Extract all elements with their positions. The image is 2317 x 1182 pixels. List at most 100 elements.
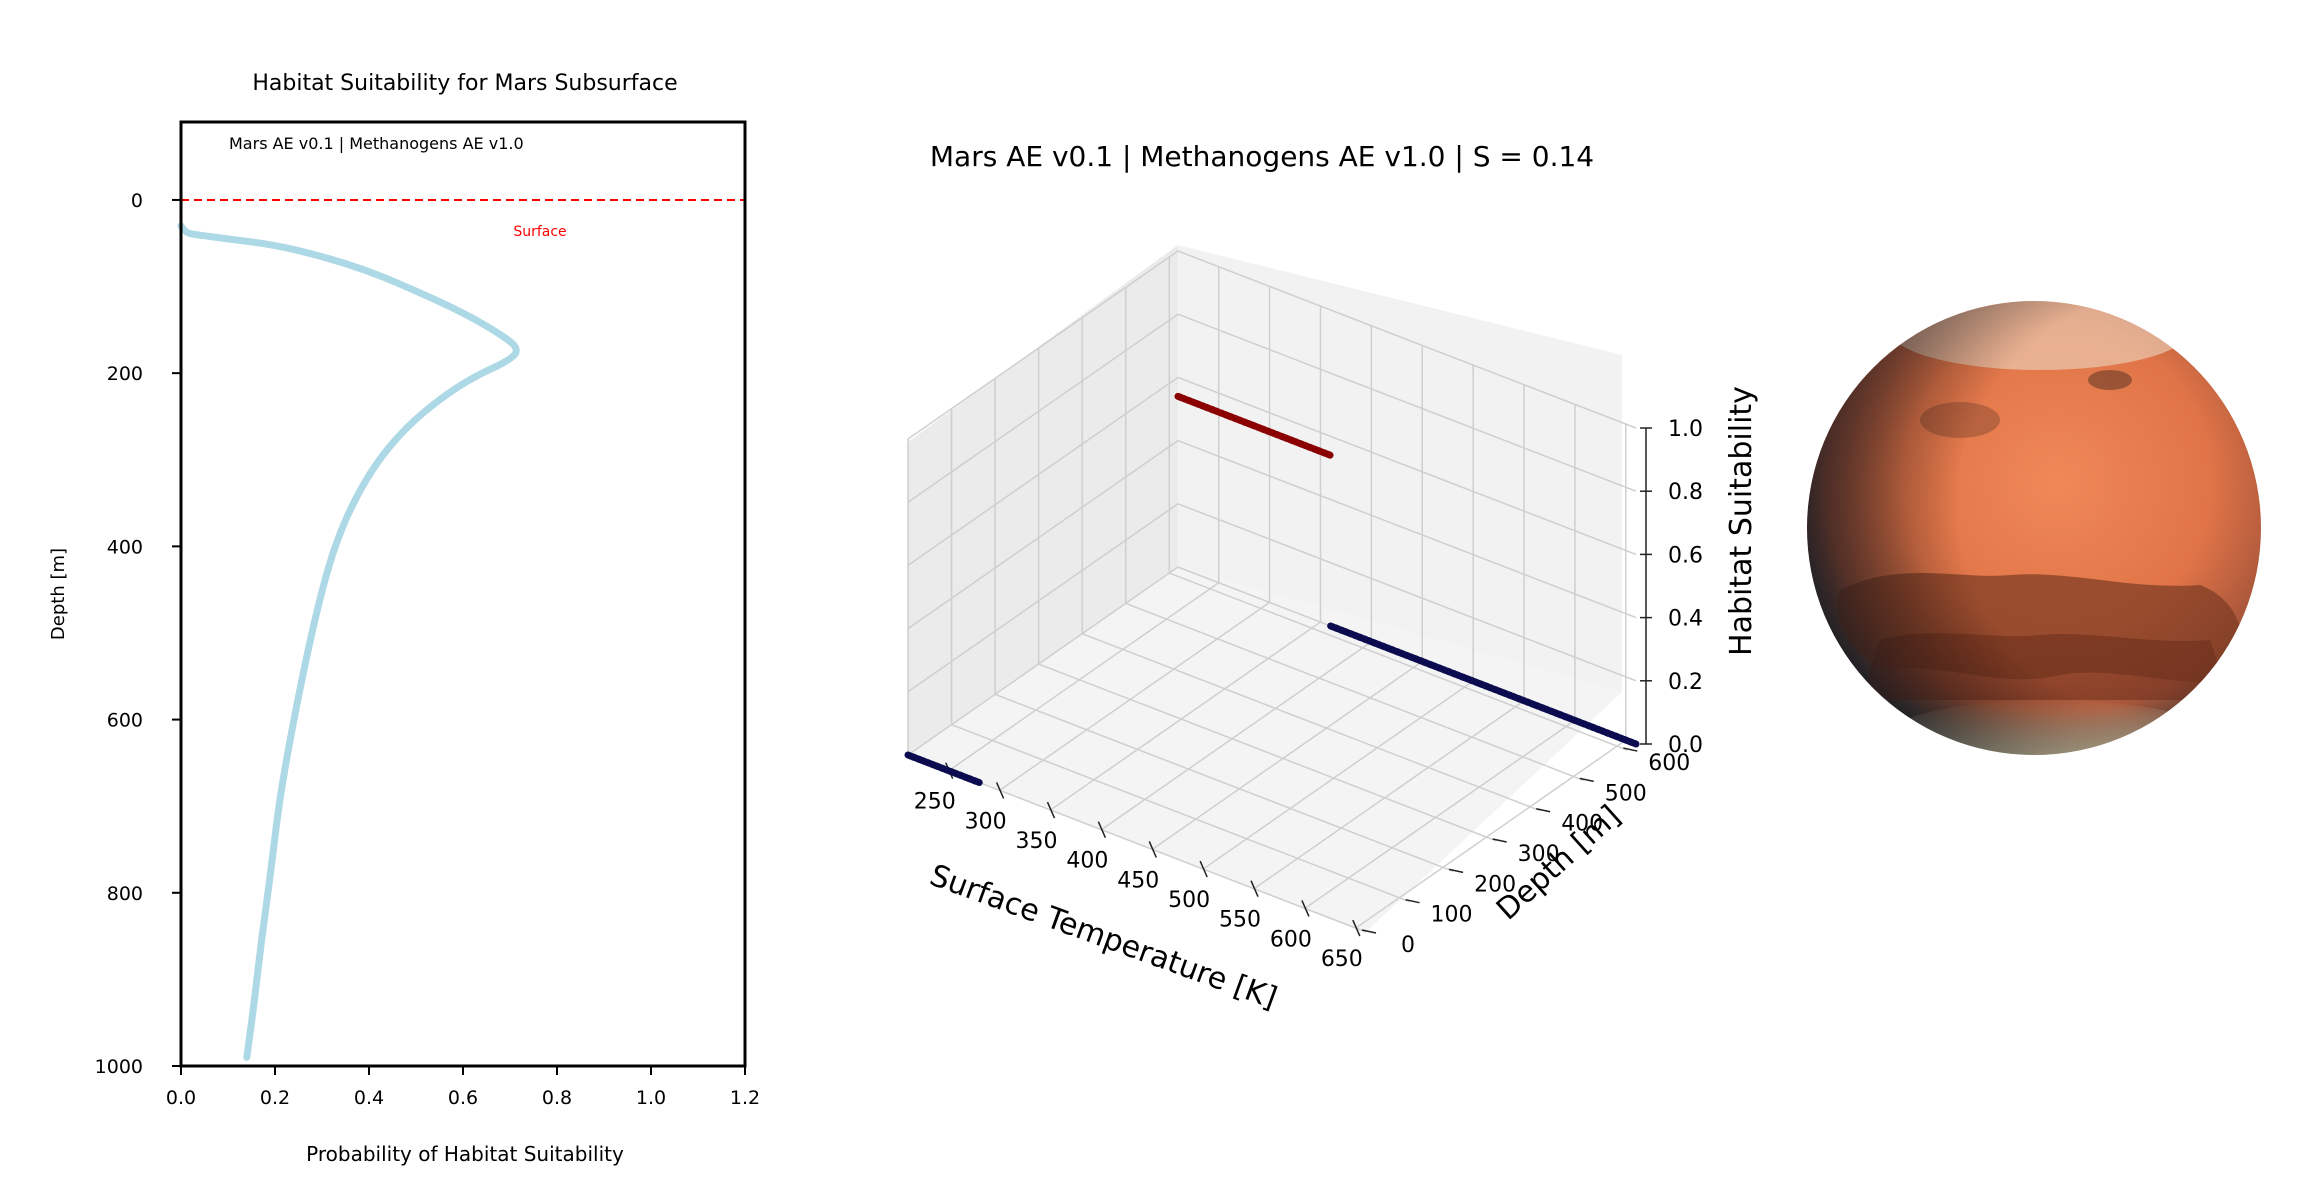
grid-line — [994, 693, 1454, 873]
data-series-line — [1174, 392, 1335, 459]
chart1-frame — [179, 120, 747, 1068]
y-tick-label: 200 — [107, 363, 143, 385]
tick-mark — [1046, 801, 1056, 819]
tick-label: 550 — [1219, 908, 1261, 933]
data-series-line — [1327, 622, 1640, 748]
x-tick-label: 1.0 — [636, 1087, 666, 1109]
grid-line — [951, 723, 1410, 903]
data-series-line — [904, 751, 983, 787]
tick-label: 600 — [1270, 927, 1312, 952]
floor-pane — [908, 567, 1622, 932]
grid-line — [999, 601, 1271, 792]
tick-mark — [1623, 747, 1638, 752]
tick-mark — [995, 782, 1005, 799]
tick-label: 300 — [1518, 842, 1560, 867]
chart1-x-axis: 0.0 0.2 0.4 0.6 0.8 1.0 1.2 — [166, 1066, 760, 1109]
tick-label: 0.2 — [1668, 670, 1703, 695]
grid-line — [907, 754, 1367, 933]
mars-planet-image — [1807, 301, 2261, 755]
chart2-ylabel: Depth [m] — [1490, 799, 1628, 928]
tick-mark — [1250, 880, 1259, 898]
chart2-ticks: 2503003504004505005506006500100200300400… — [914, 417, 1703, 972]
y-tick-label: 600 — [107, 710, 143, 732]
chart1-title: Habitat Suitability for Mars Subsurface — [252, 71, 677, 96]
grid-line — [1304, 719, 1576, 910]
tick-mark — [1301, 900, 1310, 917]
suitability-curve — [177, 222, 520, 1061]
tick-mark — [1097, 821, 1107, 839]
habitat-depth-chart: Habitat Suitability for Mars Subsurface … — [48, 71, 760, 1166]
grid-line — [1177, 503, 1637, 682]
tick-label: 0.6 — [1668, 543, 1703, 568]
tick-label: 200 — [1474, 872, 1516, 897]
chart2-gridlines — [907, 250, 1637, 933]
tick-label: 0.0 — [1668, 733, 1703, 758]
habitat-3d-chart: Mars AE v0.1 | Methanogens AE v1.0 | S =… — [904, 140, 1759, 1016]
grid-line — [1081, 633, 1541, 812]
y-tick-label: 800 — [107, 883, 143, 905]
tick-label: 300 — [965, 809, 1007, 834]
grid-line — [1355, 739, 1627, 929]
x-tick-label: 0.4 — [354, 1087, 384, 1109]
chart1-ylabel: Depth [m] — [48, 548, 69, 640]
grid-line — [1050, 621, 1321, 811]
tick-label: 0.4 — [1668, 607, 1703, 632]
tick-mark — [1492, 838, 1507, 843]
tick-label: 450 — [1117, 868, 1159, 893]
tick-mark — [1579, 777, 1594, 783]
chart1-xlabel: Probability of Habitat Suitability — [306, 1142, 624, 1166]
grid-line — [907, 313, 1179, 503]
tick-label: 100 — [1431, 903, 1473, 928]
grid-line — [1202, 680, 1474, 870]
y-tick-label: 1000 — [95, 1056, 143, 1078]
tick-label: 350 — [1015, 829, 1057, 854]
grid-line — [907, 439, 1179, 630]
x-tick-label: 0.6 — [448, 1087, 478, 1109]
grid-line — [1169, 572, 1628, 751]
chart2-zlabel: Habitat Suitability — [1724, 386, 1759, 656]
grid-line — [1038, 663, 1497, 842]
tick-label: 0 — [1401, 933, 1415, 958]
tick-label: 0.8 — [1668, 480, 1703, 505]
tick-label: 400 — [1066, 849, 1108, 874]
tick-label: 500 — [1605, 781, 1647, 806]
grid-line — [1177, 313, 1637, 492]
grid-line — [1253, 700, 1525, 890]
grid-line — [1177, 376, 1637, 556]
x-tick-label: 0.0 — [166, 1087, 196, 1109]
x-tick-label: 0.2 — [260, 1087, 290, 1109]
y-tick-label: 0 — [131, 190, 143, 212]
grid-line — [907, 503, 1179, 693]
left-pane — [908, 245, 1178, 755]
chart1-y-axis: 0 200 400 600 800 1000 — [95, 190, 181, 1078]
tick-label: 250 — [914, 790, 956, 815]
tick-label: 400 — [1561, 812, 1603, 837]
grid-line — [1177, 250, 1637, 429]
chart2-title: Mars AE v0.1 | Methanogens AE v1.0 | S =… — [930, 140, 1594, 173]
tick-mark — [1148, 841, 1157, 858]
chart2-series — [904, 392, 1640, 787]
tick-label: 1.0 — [1668, 417, 1703, 442]
tick-mark — [1199, 860, 1208, 878]
grid-line — [1151, 660, 1423, 851]
grid-line — [907, 250, 1179, 440]
x-tick-label: 1.2 — [730, 1087, 760, 1109]
grid-line — [1100, 641, 1372, 831]
grid-line — [1177, 439, 1637, 619]
tick-mark — [1448, 868, 1464, 874]
grid-line — [907, 376, 1179, 567]
chart2-xlabel: Surface Temperature [K] — [925, 858, 1281, 1016]
surface-label: Surface — [513, 224, 566, 240]
tick-label: 600 — [1648, 751, 1690, 776]
grid-line — [1125, 602, 1585, 782]
x-tick-label: 0.8 — [542, 1087, 572, 1109]
tick-label: 650 — [1321, 947, 1363, 972]
tick-mark — [1405, 898, 1420, 904]
grid-line — [948, 582, 1220, 772]
tick-label: 500 — [1168, 888, 1210, 913]
tick-mark — [1536, 807, 1551, 813]
chart1-annotation: Mars AE v0.1 | Methanogens AE v1.0 — [229, 134, 524, 153]
tick-mark — [1361, 929, 1377, 934]
tick-mark — [1352, 919, 1361, 937]
grid-line — [907, 566, 1179, 756]
